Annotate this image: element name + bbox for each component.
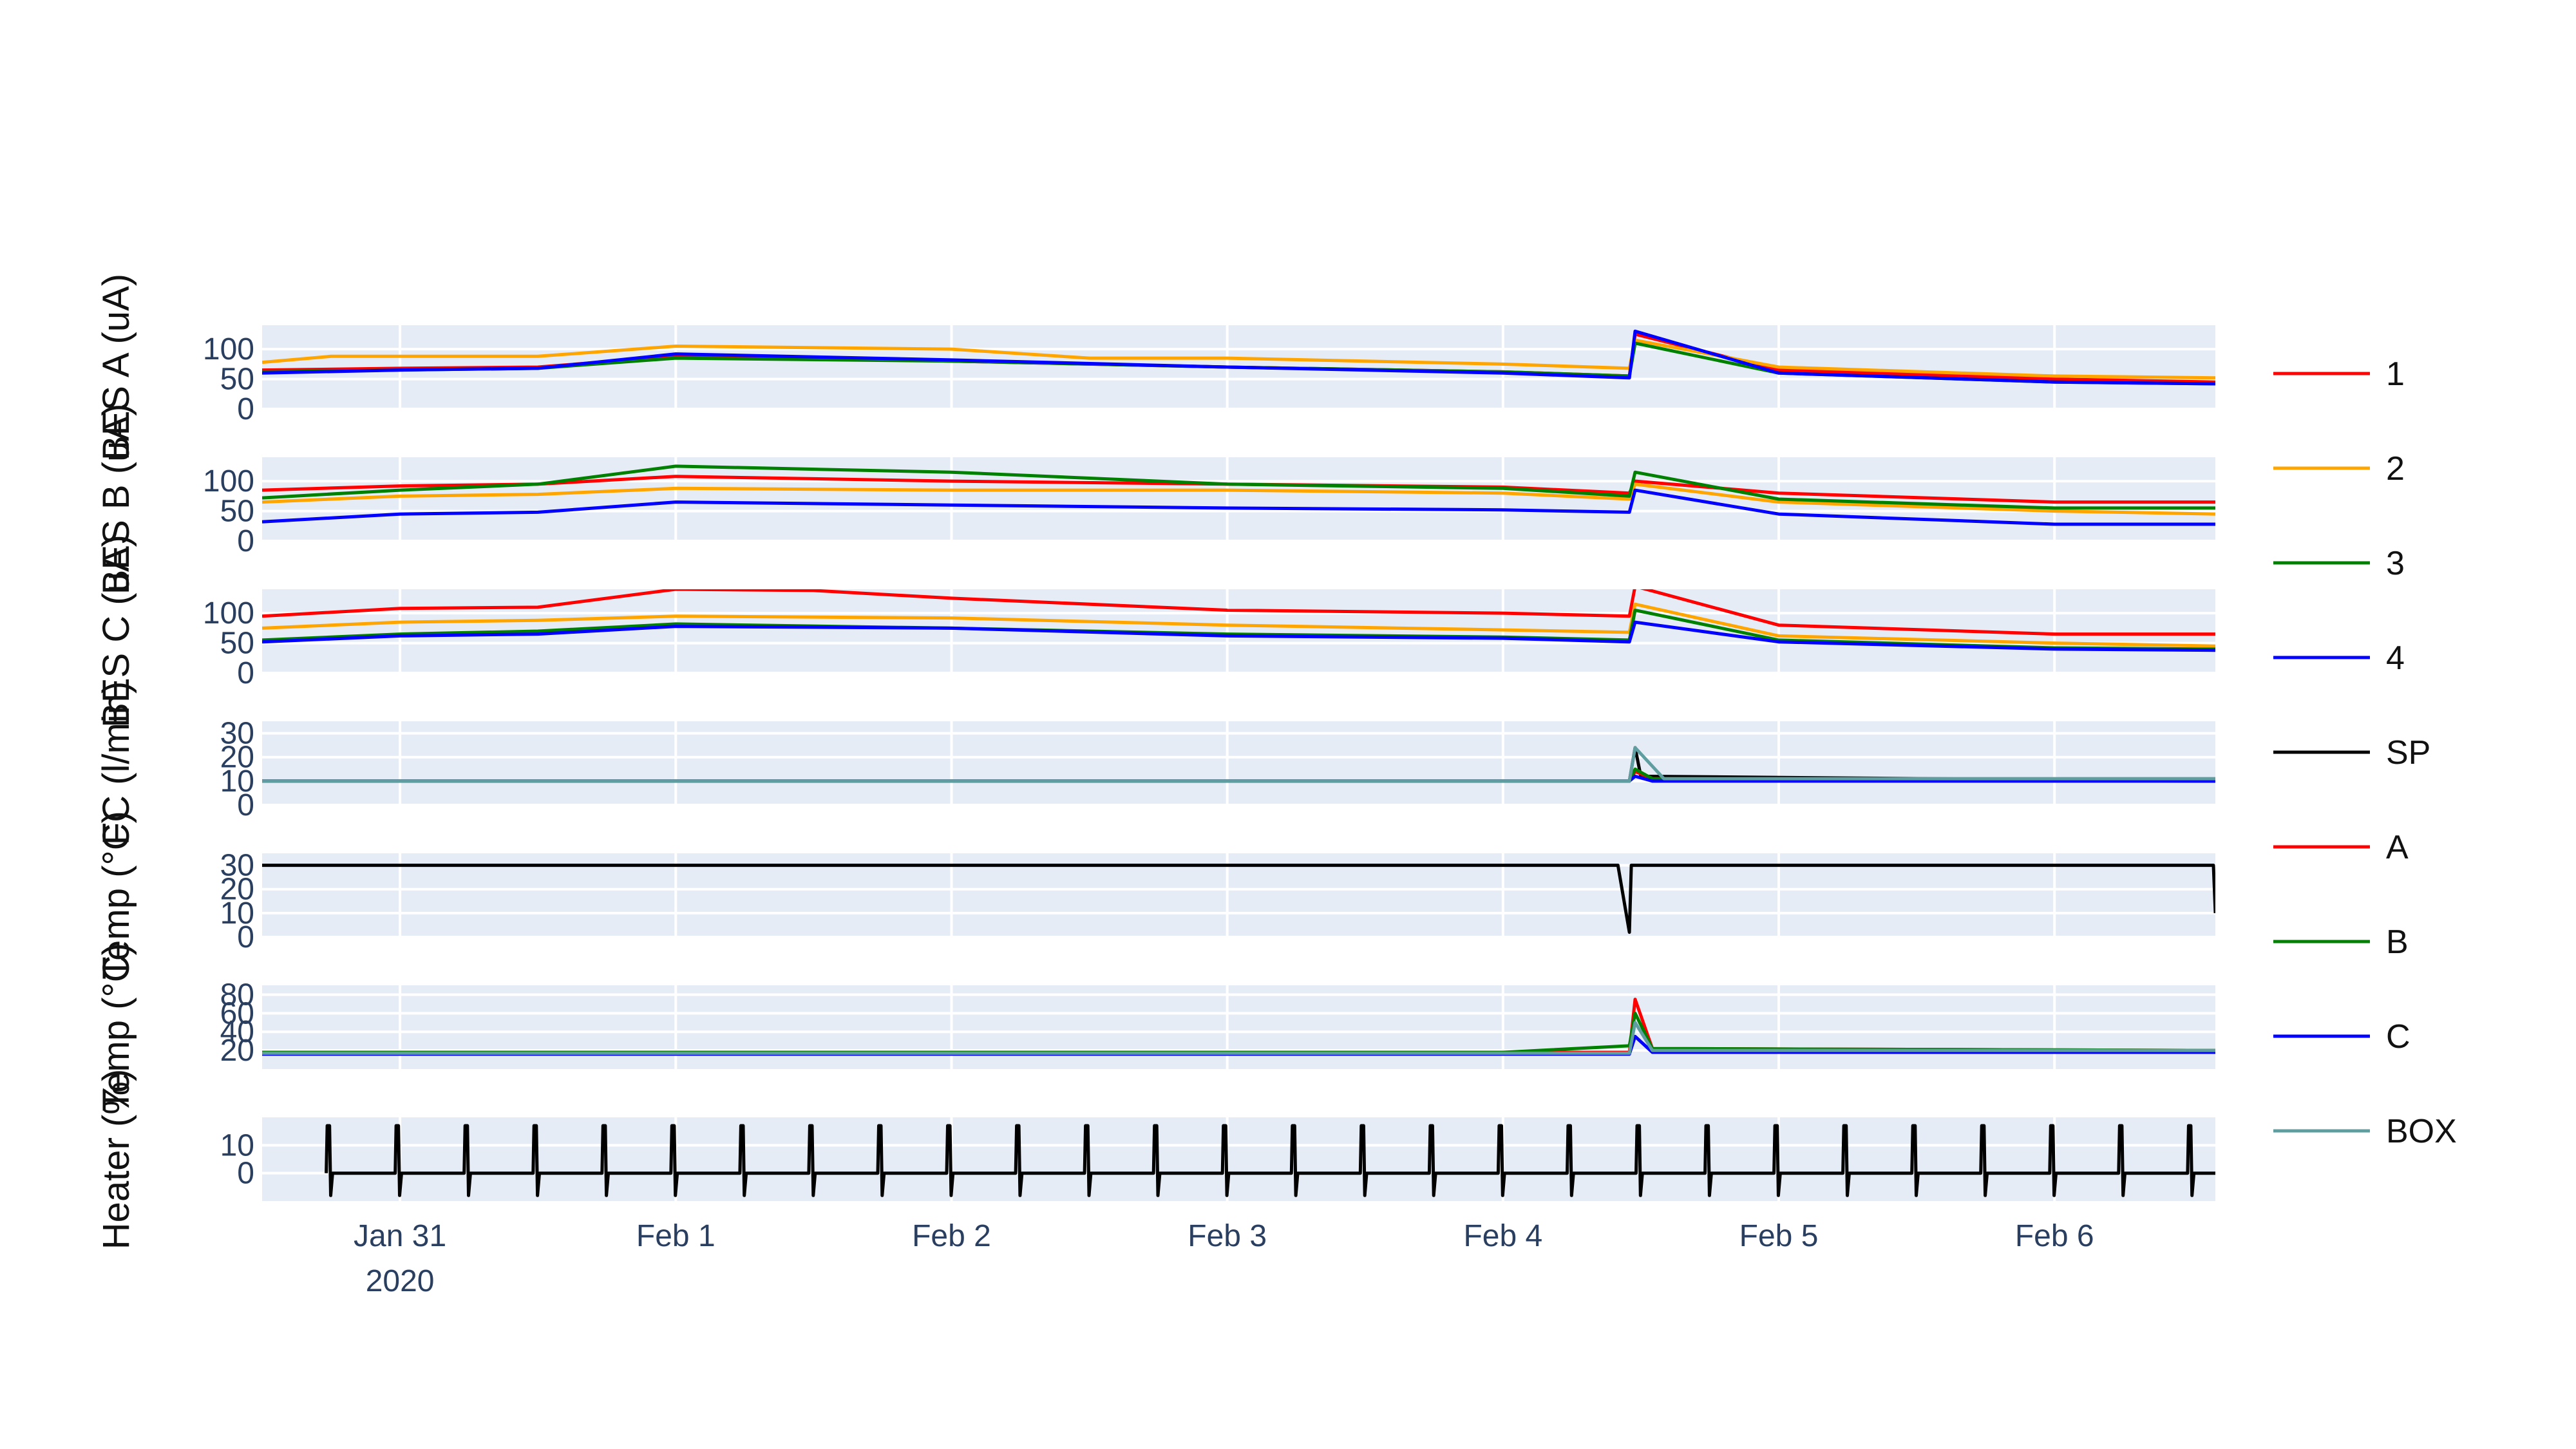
legend-label: 2: [2386, 450, 2405, 488]
legend-label: SP: [2386, 734, 2430, 772]
y-axis-title: BES B (uA): [95, 404, 137, 595]
y-tick-label: 10: [220, 1128, 254, 1162]
y-axis-title: Temp (°C): [95, 943, 137, 1112]
y-tick-label: 100: [203, 596, 254, 630]
legend-label: 4: [2386, 639, 2405, 677]
series-line-2: [262, 338, 2215, 380]
x-tick-label: Feb 5: [1739, 1219, 1819, 1253]
y-tick-label: 20: [220, 741, 254, 775]
y-tick-label: 0: [237, 920, 254, 954]
y-tick-label: 50: [220, 627, 254, 661]
y-tick-label: 0: [237, 392, 254, 426]
legend-item: C: [2273, 1018, 2410, 1056]
y-tick-label: 20: [220, 1034, 254, 1068]
x-tick-label: Feb 3: [1188, 1219, 1267, 1253]
series-line-BOX: [262, 1021, 2215, 1055]
y-tick-label: 30: [220, 717, 254, 751]
legend-item: B: [2273, 923, 2409, 961]
legend-label: 1: [2386, 355, 2405, 393]
panel-background: [262, 457, 2215, 541]
legend: 1 2 3 4 SP A B C BOX: [2273, 355, 2457, 1150]
series-line-1: [262, 589, 2215, 636]
legend-item: BOX: [2273, 1113, 2457, 1150]
panel-series-group: [262, 746, 2215, 783]
panel-series-group: [325, 1124, 2215, 1197]
legend-label: C: [2386, 1018, 2410, 1056]
panel-background: [262, 1117, 2215, 1201]
x-tick-label: Feb 1: [636, 1219, 715, 1253]
y-tick-label: 50: [220, 495, 254, 529]
x-tick-label: Jan 31: [354, 1219, 446, 1253]
panel-series-group: [262, 864, 2215, 934]
y-tick-label: 100: [203, 332, 254, 366]
series-line-2: [262, 482, 2215, 516]
legend-item: 3: [2273, 545, 2405, 582]
legend-label: 3: [2386, 545, 2405, 582]
x-tick-label: Feb 6: [2015, 1219, 2094, 1253]
legend-label: BOX: [2386, 1113, 2457, 1150]
y-tick-label: 0: [237, 524, 254, 558]
x-axis: 2020 Jan 31 Feb 1 Feb 2 Feb 3 Feb 4 Feb 5 Feb …: [354, 1219, 2094, 1298]
series-line-4: [262, 620, 2215, 652]
x-tick-label: Feb 2: [912, 1219, 991, 1253]
panel-background: [262, 853, 2215, 937]
panel-series-group: [262, 998, 2215, 1056]
y-tick-label: 0: [237, 1157, 254, 1191]
y-tick-label: 0: [237, 656, 254, 690]
y-axis-title: BES C (uA): [95, 535, 137, 728]
y-axis-title: FC (l/min): [95, 681, 137, 846]
y-tick-label: 100: [203, 464, 254, 498]
series-line-4: [262, 329, 2215, 386]
legend-item: 2: [2273, 450, 2405, 488]
y-tick-label: 0: [237, 788, 254, 822]
y-tick-label: 30: [220, 849, 254, 883]
y-tick-label: 50: [220, 363, 254, 397]
series-line-BOX: [262, 746, 2215, 783]
legend-item: SP: [2273, 734, 2430, 772]
y-axis-title: BES A (uA): [95, 274, 137, 460]
y-axis-title: Temp (°C): [95, 811, 137, 980]
panel-series-group: [262, 464, 2215, 526]
legend-item: 4: [2273, 639, 2405, 677]
y-tick-label: 10: [220, 764, 254, 799]
y-tick-label: 20: [220, 873, 254, 907]
panel-background: [262, 721, 2215, 805]
legend-item: A: [2273, 829, 2409, 866]
legend-label: B: [2386, 923, 2409, 961]
panel-7: 010 Heater (%): [95, 1069, 2215, 1249]
y-tick-label: 60: [220, 996, 254, 1030]
panel-background: [262, 985, 2215, 1069]
y-tick-label: 10: [220, 896, 254, 931]
x-axis-year-label: 2020: [366, 1264, 435, 1298]
series-line-2: [262, 602, 2215, 648]
series-line-SP: [262, 864, 2215, 934]
y-tick-label: 80: [220, 978, 254, 1012]
series-line-Heater: [325, 1124, 2215, 1197]
series-line-4: [262, 488, 2215, 526]
panel-series-group: [262, 329, 2215, 386]
panel-series-group: [262, 589, 2215, 652]
legend-label: A: [2386, 829, 2409, 866]
legend-item: 1: [2273, 355, 2405, 393]
y-axis-title: Heater (%): [95, 1069, 137, 1249]
series-line-3: [262, 464, 2215, 510]
x-tick-label: Feb 4: [1463, 1219, 1542, 1253]
y-tick-label: 40: [220, 1015, 254, 1049]
